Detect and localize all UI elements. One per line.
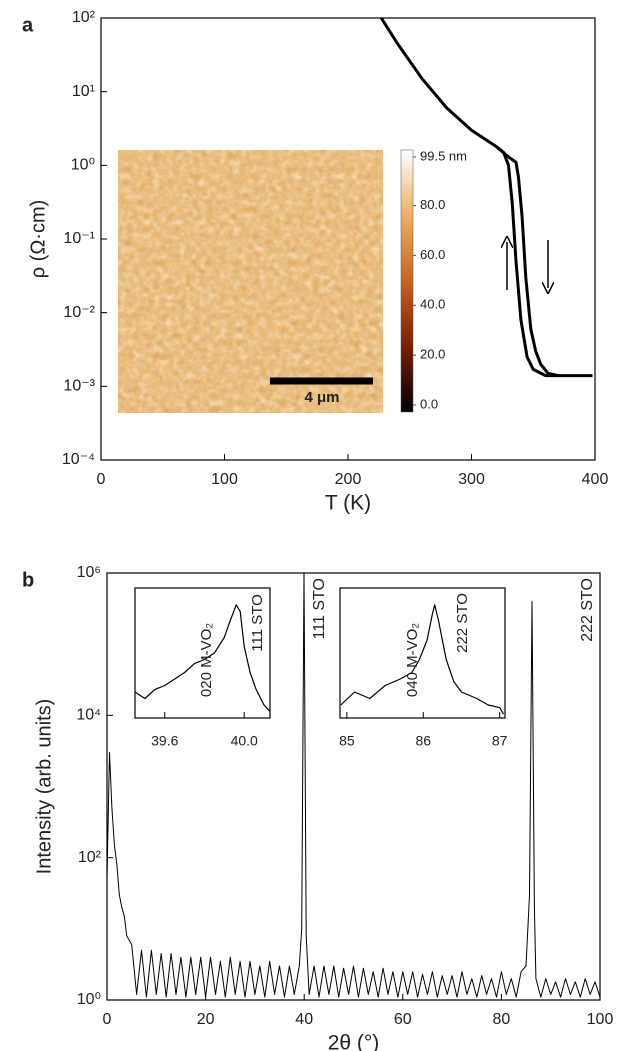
y-tick-label: 10⁴	[76, 707, 101, 724]
x-tick-label: 40.0	[231, 733, 258, 749]
colorbar-tick-label: 40.0	[420, 297, 445, 312]
x-tick-label: 300	[458, 471, 485, 488]
panel-label: a	[22, 14, 34, 36]
x-tick-label: 100	[587, 1011, 614, 1028]
scale-bar-label: 4 μm	[304, 389, 339, 406]
y-tick-label: 10⁻²	[63, 304, 95, 321]
data-line	[380, 17, 593, 378]
peak-label: 111 STO	[311, 578, 328, 639]
x-tick-label: 20	[197, 1011, 215, 1028]
afm-image	[118, 150, 383, 413]
data-line	[340, 604, 505, 715]
x-tick-label: 87	[492, 733, 508, 749]
y-tick-label: 10¹	[72, 83, 95, 100]
plot-frame	[134, 587, 271, 719]
y-tick-label: 10⁻⁴	[62, 451, 95, 468]
x-tick-label: 60	[394, 1011, 412, 1028]
peak-label: 020 M-VO₂	[198, 623, 215, 697]
x-tick-label: 80	[493, 1011, 511, 1028]
y-tick-label: 10⁶	[77, 564, 101, 581]
colorbar-tick-label: 20.0	[420, 347, 445, 362]
x-tick-label: 100	[211, 471, 238, 488]
x-tick-label: 400	[582, 471, 609, 488]
y-axis-label: Intensity (arb. units)	[33, 699, 55, 875]
x-tick-label: 85	[339, 733, 355, 749]
data-line	[134, 604, 271, 712]
plot-frame	[106, 572, 601, 1001]
panel-label: b	[22, 569, 34, 591]
x-tick-label: 0	[97, 471, 106, 488]
colorbar-tick-label: 0.0	[420, 396, 438, 411]
colorbar-tick-label: 60.0	[420, 247, 445, 262]
plot-frame	[339, 587, 506, 719]
data-line	[106, 572, 601, 998]
peak-label: 222 STO	[454, 593, 471, 653]
x-tick-label: 40	[295, 1011, 313, 1028]
colorbar-tick-label: 99.5 nm	[420, 148, 467, 163]
y-tick-label: 10⁻³	[63, 378, 95, 395]
y-tick-label: 10⁰	[71, 157, 95, 174]
y-tick-label: 10²	[72, 9, 96, 26]
peak-label: 111 STO	[249, 594, 266, 652]
x-tick-label: 200	[335, 471, 362, 488]
data-line	[495, 145, 559, 378]
y-axis-label: ρ (Ω·cm)	[27, 200, 49, 279]
y-tick-label: 10⁻¹	[63, 230, 95, 247]
x-tick-label: 0	[103, 1011, 112, 1028]
x-axis-label: T (K)	[325, 492, 371, 515]
x-tick-label: 39.6	[151, 733, 178, 749]
x-axis-label: 2θ (°)	[328, 1032, 380, 1051]
colorbar	[400, 149, 414, 413]
y-tick-label: 10²	[78, 849, 102, 866]
peak-label: 222 STO	[579, 578, 596, 642]
peak-label: 040 M-VO₂	[404, 623, 421, 697]
x-tick-label: 86	[415, 733, 431, 749]
y-tick-label: 10⁰	[77, 991, 101, 1008]
colorbar-tick-label: 80.0	[420, 197, 445, 212]
